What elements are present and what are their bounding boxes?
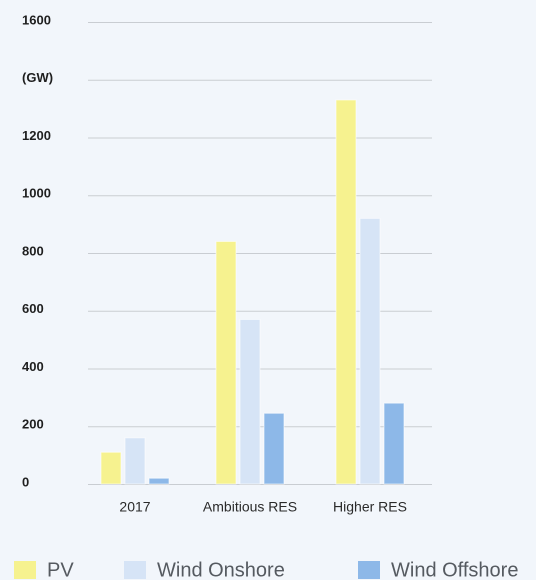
legend-swatch [14,561,36,579]
bar-wind-onshore [124,437,146,485]
y-axis-tick-labels: 0 200 400 600 800 1000 1200 (GW) 1600 [22,12,53,489]
y-tick-label: 800 [22,243,44,258]
legend-label: Wind Offshore [391,559,518,580]
bar-wind-offshore [148,477,170,485]
legend-swatch [124,561,146,579]
y-tick-label: 200 [22,417,44,432]
bar-wind-offshore [383,402,405,485]
bar-pv [215,240,237,485]
legend-item-pv: PV [14,559,74,580]
y-tick-label: 1600 [22,12,51,27]
legend-item-wind-offshore: Wind Offshore [358,559,518,580]
legend-swatch [358,561,380,579]
y-tick-label: 600 [22,301,44,316]
category-label: Ambitious RES [203,499,297,515]
bar-pv [335,99,357,485]
bar-wind-onshore [359,217,381,485]
legend: PV Wind Onshore Wind Offshore [14,559,518,580]
category-label: 2017 [119,499,150,515]
y-tick-label: 1200 [22,128,51,143]
bar-wind-onshore [239,318,261,485]
category-label: Higher RES [333,499,407,515]
legend-item-wind-onshore: Wind Onshore [124,559,285,580]
grid-lines [88,22,432,485]
bars [100,99,405,485]
y-tick-label: 0 [22,474,29,489]
y-tick-label: (GW) [22,70,53,85]
y-tick-label: 400 [22,359,44,374]
legend-label: PV [47,559,74,580]
legend-label: Wind Onshore [157,559,285,580]
y-tick-label: 1000 [22,186,51,201]
bar-pv [100,451,122,485]
x-axis-category-labels: 2017 Ambitious RES Higher RES [119,499,407,515]
bar-wind-offshore [263,412,285,485]
